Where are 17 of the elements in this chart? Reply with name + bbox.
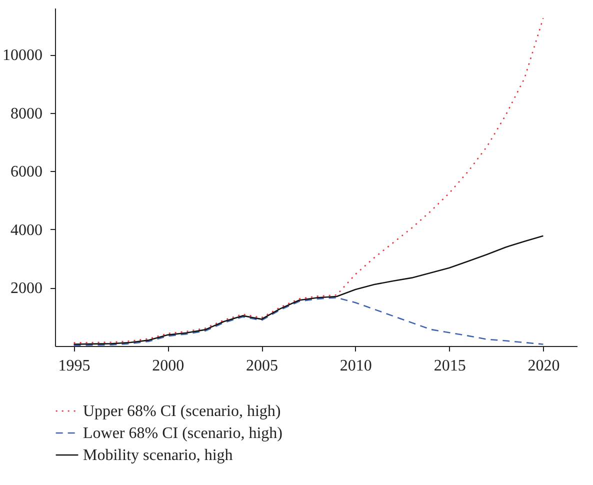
legend-label: Upper 68% CI (scenario, high)	[83, 403, 281, 420]
x-tick-label: 2015	[434, 358, 466, 374]
y-tick-label: 10000	[2, 47, 42, 64]
x-tick-label: 2005	[246, 358, 278, 374]
line-series	[73, 18, 544, 344]
y-tick-label: 4000	[10, 222, 42, 239]
x-tick-label: 2010	[340, 358, 372, 374]
x-tick-label: 1995	[58, 358, 90, 374]
legend-label: Mobility scenario, high	[83, 447, 233, 464]
y-tick-label: 6000	[10, 164, 42, 181]
y-tick-label: 2000	[10, 280, 42, 298]
legend-label: Lower 68% CI (scenario, high)	[83, 425, 282, 442]
y-tick-label: 8000	[10, 105, 42, 122]
line-series	[73, 296, 544, 346]
x-tick-label: 2000	[152, 358, 184, 374]
line-series	[73, 235, 544, 345]
x-tick-label: 2020	[528, 358, 560, 374]
